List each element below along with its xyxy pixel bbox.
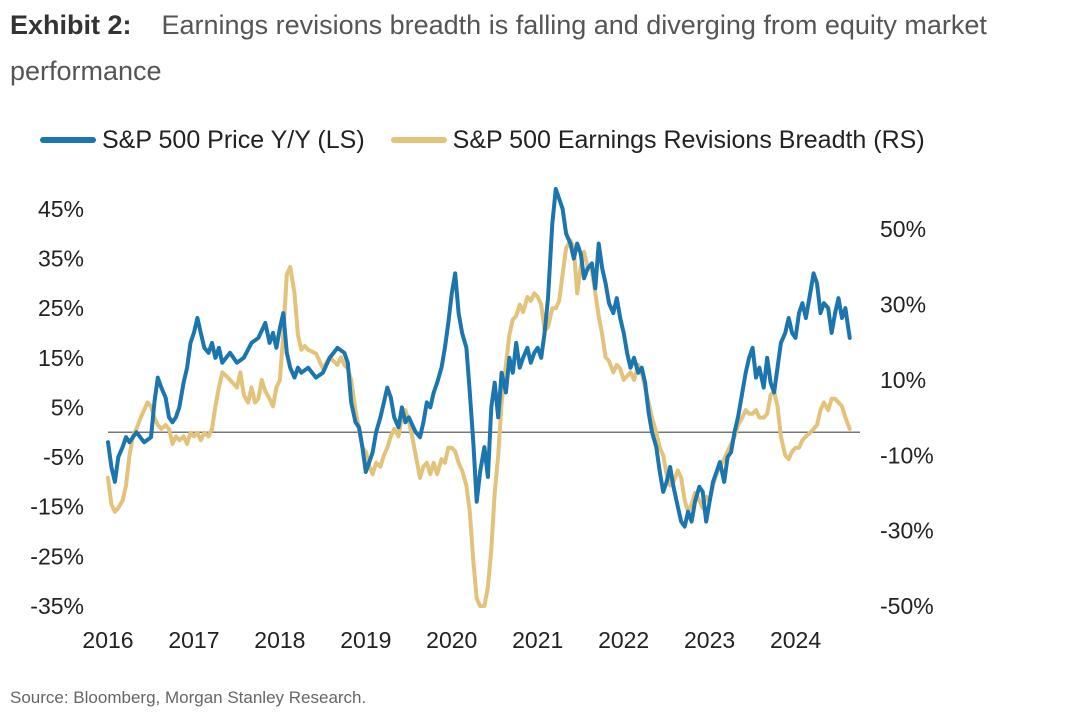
x-tick-label: 2019 xyxy=(340,627,391,653)
series-line-revisions xyxy=(106,238,852,608)
y-left-tick-label: -25% xyxy=(30,543,84,569)
series-line-price xyxy=(106,187,852,529)
y-left-tick-label: -15% xyxy=(30,494,84,520)
y-right-tick-label: 30% xyxy=(880,292,926,318)
legend-label-revisions: S&P 500 Earnings Revisions Breadth (RS) xyxy=(452,125,925,154)
y-left-tick-label: 5% xyxy=(51,394,84,420)
exhibit-title: Exhibit 2: Earnings revisions breadth is … xyxy=(10,2,1070,94)
x-tick-label: 2021 xyxy=(512,627,563,653)
legend-item-price: S&P 500 Price Y/Y (LS) xyxy=(40,126,365,155)
y-right-tick-label: 10% xyxy=(880,367,926,393)
x-tick-label: 2020 xyxy=(426,627,477,653)
legend-swatch-price xyxy=(40,137,96,143)
x-tick-label: 2018 xyxy=(254,627,305,653)
x-tick-label: 2022 xyxy=(598,627,649,653)
source-note: Source: Bloomberg, Morgan Stanley Resear… xyxy=(10,688,367,707)
chart-legend: S&P 500 Price Y/Y (LS) S&P 500 Earnings … xyxy=(40,122,951,158)
legend-item-revisions: S&P 500 Earnings Revisions Breadth (RS) xyxy=(390,125,925,155)
y-left-tick-label: 25% xyxy=(38,295,84,321)
x-tick-label: 2023 xyxy=(684,627,735,653)
y-left-tick-label: 35% xyxy=(38,245,84,271)
legend-label-price: S&P 500 Price Y/Y (LS) xyxy=(102,125,365,154)
exhibit-title-text: Earnings revisions breadth is falling an… xyxy=(10,10,987,86)
x-tick-label: 2017 xyxy=(168,627,219,653)
x-tick-label: 2024 xyxy=(770,627,821,653)
y-right-tick-label: 50% xyxy=(880,216,926,242)
y-left-tick-label: 45% xyxy=(38,196,84,222)
y-right-tick-label: -50% xyxy=(880,593,934,619)
y-left-tick-label: -35% xyxy=(30,593,84,619)
exhibit-label: Exhibit 2: xyxy=(10,10,132,40)
y-right-tick-label: -10% xyxy=(880,442,934,468)
legend-swatch-revisions xyxy=(390,137,447,143)
y-left-tick-label: 15% xyxy=(38,345,84,371)
y-left-tick-label: -5% xyxy=(43,444,84,470)
x-tick-label: 2016 xyxy=(82,627,133,653)
y-right-tick-label: -30% xyxy=(880,518,934,544)
